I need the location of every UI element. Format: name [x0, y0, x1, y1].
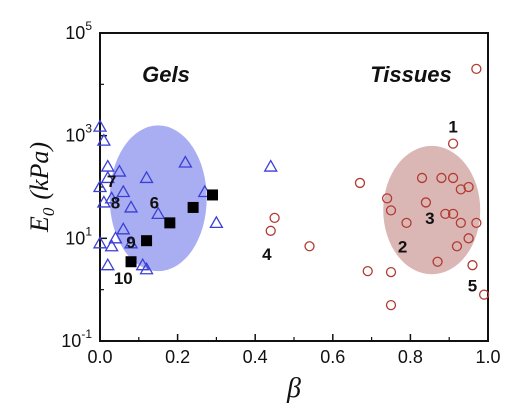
triangle-marker — [139, 170, 154, 184]
triangle-marker — [123, 235, 139, 249]
annotation-8: 8 — [111, 193, 120, 212]
triangle-marker — [116, 221, 131, 235]
triangle-marker — [92, 119, 108, 132]
triangle-marker — [123, 200, 139, 213]
square-marker — [187, 201, 199, 213]
circle-marker — [304, 241, 315, 252]
region-label-tissues: Tissues — [370, 62, 452, 87]
y-tick-label: 105 — [65, 19, 92, 43]
annotation-10: 10 — [114, 269, 133, 288]
x-tick-label: 0.4 — [243, 347, 268, 367]
annotation-4: 4 — [262, 245, 272, 264]
triangle-marker — [209, 215, 224, 229]
triangle-marker — [92, 235, 108, 249]
circle-marker — [451, 241, 463, 252]
circle-marker — [440, 208, 451, 219]
points-layer — [92, 63, 490, 311]
x-tick-label: 0.6 — [320, 347, 345, 367]
annotation-3: 3 — [425, 209, 434, 228]
circle-marker — [467, 260, 478, 271]
circle-marker — [471, 63, 482, 75]
triangle-marker — [116, 184, 131, 198]
square-marker — [125, 256, 137, 268]
circle-marker — [478, 289, 490, 300]
y-axis-label-main: E — [25, 216, 54, 233]
y-tick-label: 10-1 — [61, 327, 92, 351]
triangle-marker — [92, 179, 108, 193]
circle-marker — [463, 233, 474, 244]
triangle-marker — [100, 257, 115, 271]
circle-marker — [381, 193, 393, 204]
region-layer: Gels Tissues — [109, 62, 481, 275]
x-tick-label: 0.8 — [398, 347, 423, 367]
square-marker — [207, 189, 219, 201]
triangle-marker — [96, 195, 112, 208]
y-axis-label-sub: 0 — [39, 207, 58, 216]
circle-marker — [362, 265, 373, 277]
y-tick-label: 103 — [65, 122, 92, 146]
triangle-marker — [100, 170, 115, 184]
triangle-marker — [178, 155, 193, 168]
circle-marker — [455, 184, 466, 195]
triangle-marker — [151, 206, 166, 219]
circle-marker — [463, 181, 474, 193]
circle-marker — [269, 212, 280, 224]
circle-marker — [385, 266, 397, 278]
circle-marker — [385, 205, 397, 216]
triangle-marker — [108, 231, 123, 244]
circle-marker — [436, 172, 447, 184]
annotation-2: 2 — [398, 237, 407, 256]
circle-marker — [447, 208, 459, 219]
x-tick-label: 0.0 — [87, 347, 112, 367]
annotation-5: 5 — [468, 277, 477, 296]
circle-marker — [455, 217, 466, 229]
region-label-gels: Gels — [142, 62, 190, 87]
circle-marker — [354, 177, 366, 189]
triangle-marker — [104, 238, 119, 252]
annotation-9: 9 — [126, 233, 135, 252]
x-tick-label: 0.2 — [165, 347, 190, 367]
square-marker — [141, 235, 153, 247]
circle-marker — [420, 197, 432, 208]
triangle-marker — [96, 133, 112, 146]
y-axis-label: E0 (kPa) — [25, 142, 58, 233]
annotation-6: 6 — [150, 193, 159, 212]
annotation-1: 1 — [448, 118, 457, 137]
triangle-marker — [139, 261, 154, 275]
circle-marker — [265, 225, 276, 236]
y-axis-label-unit: (kPa) — [25, 142, 54, 200]
circle-marker — [471, 217, 482, 229]
triangle-marker — [263, 159, 278, 172]
annotation-7: 7 — [107, 172, 116, 191]
circle-marker — [401, 217, 412, 229]
svg-text:E0(kPa): E0 (kPa) — [25, 142, 58, 233]
x-tick-label: 1.0 — [475, 347, 500, 367]
circle-marker — [416, 172, 428, 184]
circle-marker — [447, 138, 459, 149]
y-tick-label: 101 — [65, 224, 92, 248]
circle-marker — [447, 172, 459, 184]
circle-marker — [385, 299, 397, 311]
circle-marker — [432, 256, 443, 267]
triangle-marker — [100, 159, 115, 172]
triangle-marker — [104, 191, 119, 204]
x-axis-label: β — [286, 373, 301, 404]
triangle-marker — [112, 164, 127, 177]
square-marker — [164, 217, 176, 229]
